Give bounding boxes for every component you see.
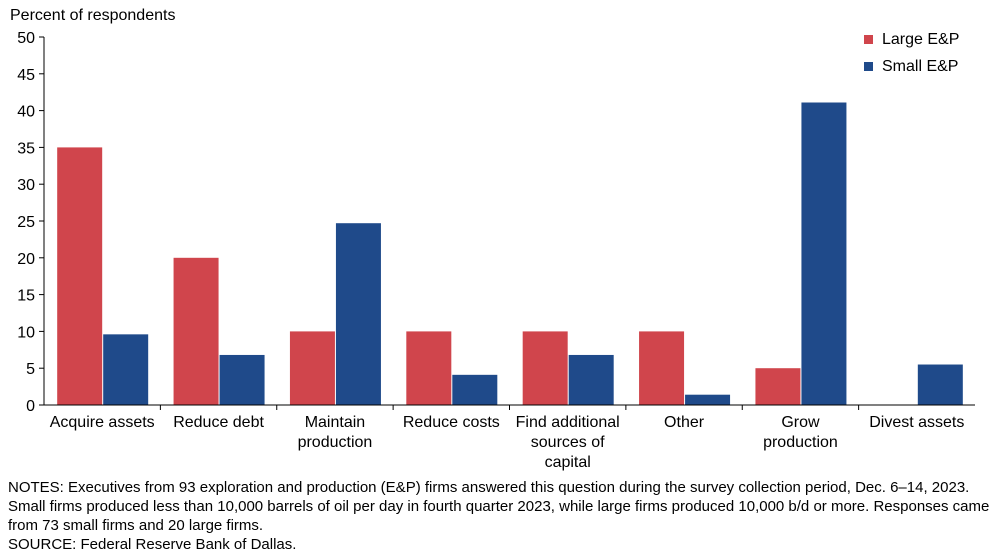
y-tick-label: 45 (17, 67, 35, 84)
y-tick-label: 25 (17, 214, 35, 231)
bar-small (801, 102, 847, 405)
legend-swatch-large (864, 35, 873, 44)
bar-large (406, 331, 452, 405)
legend-swatch-small (864, 62, 873, 71)
y-tick-label: 30 (17, 177, 35, 194)
bar-large (639, 331, 685, 405)
bar-small (103, 334, 149, 405)
bar-large (173, 257, 219, 405)
x-tick-label: Other (664, 414, 705, 431)
y-tick-label: 35 (17, 140, 35, 157)
y-tick-label: 0 (26, 398, 35, 415)
y-tick-label: 10 (17, 324, 35, 341)
chart-notes: NOTES: Executives from 93 exploration an… (8, 478, 993, 554)
bar-small (335, 223, 381, 405)
bar-small (917, 364, 963, 405)
bar-small (219, 354, 265, 405)
bar-small (452, 374, 498, 405)
x-tick-label: Reduce debt (173, 414, 264, 431)
bar-large (522, 331, 568, 405)
legend-label-large: Large E&P (882, 30, 960, 48)
x-tick-label: Find additional sources of capital (516, 414, 620, 471)
x-tick-label: Acquire assets (50, 414, 155, 431)
x-axis (43, 37, 975, 410)
y-tick-label: 40 (17, 104, 35, 121)
bar-large (289, 331, 335, 405)
y-tick-label: 20 (17, 251, 35, 268)
legend-label-small: Small E&P (882, 57, 959, 75)
y-tick-label: 5 (26, 361, 35, 378)
x-tick-label: Divest assets (869, 414, 964, 431)
y-tick-label: 50 (17, 30, 35, 47)
notes-text: NOTES: Executives from 93 exploration an… (8, 479, 990, 534)
x-tick-label: Maintain production (298, 414, 373, 451)
legend-item-small: Small E&P (864, 53, 959, 80)
y-axis-ticks: 0 5 10 15 20 25 30 35 40 45 50 (17, 30, 44, 415)
x-tick-label: Reduce costs (403, 414, 500, 431)
y-tick-label: 15 (17, 288, 35, 305)
legend-item-large: Large E&P (864, 26, 959, 53)
x-axis-labels: Acquire assets Reduce debt Maintain product… (50, 414, 965, 471)
legend: Large E&P Small E&P (864, 26, 959, 80)
bar-small (685, 394, 731, 405)
bar-small (568, 354, 614, 405)
source-text: SOURCE: Federal Reserve Bank of Dallas. (8, 536, 297, 553)
bars (57, 102, 963, 405)
x-tick-label: Grow production (763, 414, 838, 451)
bar-large (57, 147, 103, 405)
bar-chart: Percent of respondents 0 5 10 15 20 25 30 35 40 4… (10, 7, 975, 471)
y-axis-label: Percent of respondents (10, 7, 175, 24)
bar-large (755, 368, 801, 405)
